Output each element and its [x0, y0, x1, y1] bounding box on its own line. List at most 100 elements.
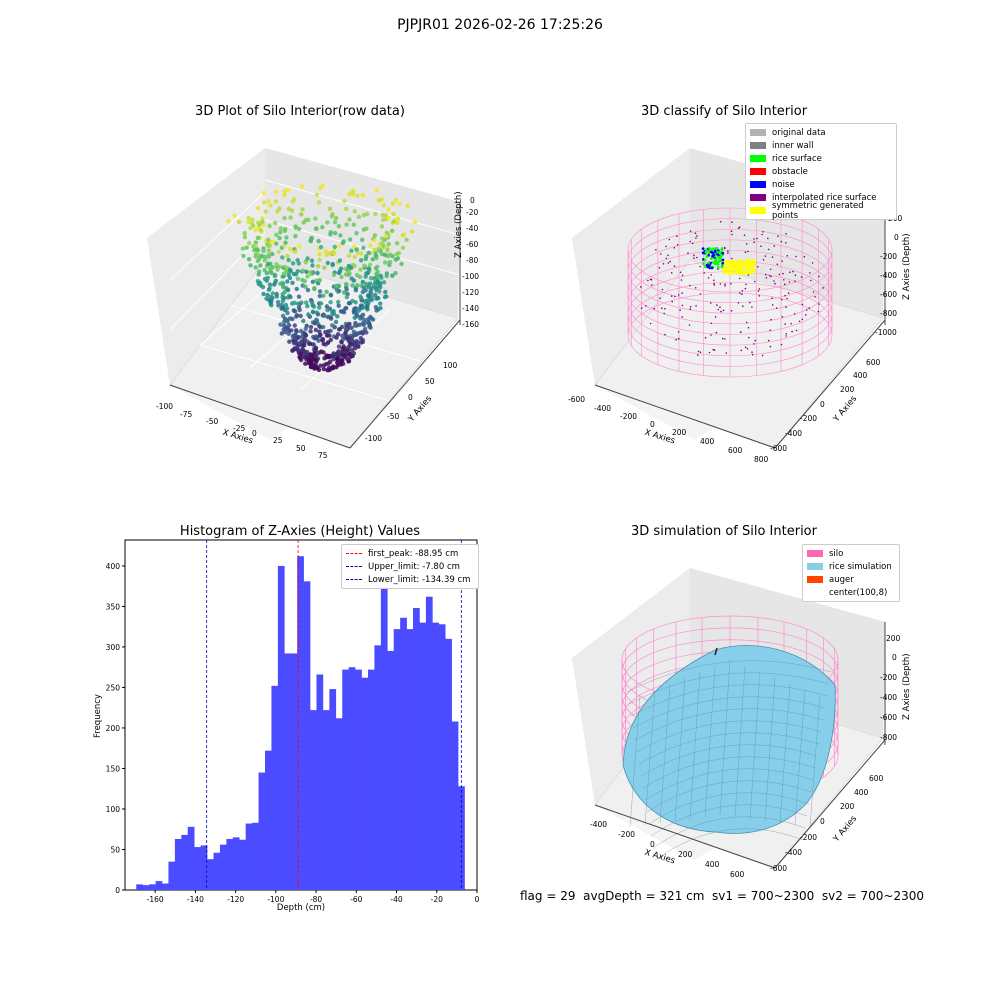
- raw-data-point: [310, 279, 316, 284]
- interpolated-point: [712, 348, 714, 351]
- raw-data-point: [372, 238, 377, 243]
- interpolated-point: [640, 286, 642, 288]
- y-tick-label: 200: [106, 724, 121, 733]
- raw-data-point: [353, 306, 359, 311]
- surface-point: [720, 248, 724, 251]
- raw-data-point: [287, 275, 293, 281]
- raw-data-point: [269, 265, 274, 271]
- raw-data-point: [302, 349, 307, 355]
- raw-data-point: [314, 317, 319, 322]
- raw-data-point: [266, 254, 272, 259]
- interpolated-point: [697, 350, 700, 353]
- raw-data-point: [370, 257, 375, 262]
- interpolated-point: [715, 331, 718, 334]
- raw-data-point: [288, 246, 293, 252]
- raw-data-point: [283, 240, 288, 245]
- interpolated-point: [786, 255, 789, 257]
- z-tick: -400: [880, 271, 898, 280]
- raw-data-point: [250, 217, 255, 223]
- interpolated-point: [679, 271, 682, 274]
- interpolated-point: [760, 245, 762, 247]
- interpolated-point: [800, 276, 803, 278]
- raw-data-point: [315, 270, 320, 276]
- y-tick: 50: [425, 377, 435, 386]
- y-tick: 0: [820, 817, 825, 826]
- interpolated-point: [673, 247, 676, 249]
- raw-data-point: [276, 249, 281, 254]
- histogram-bar: [316, 674, 324, 890]
- interpolated-point: [793, 313, 796, 315]
- interpolated-point: [814, 296, 816, 298]
- histogram-bar: [155, 881, 163, 890]
- rice-mesh-line: [719, 659, 731, 816]
- raw-data-point: [353, 288, 359, 293]
- z-tick: -100: [462, 272, 480, 281]
- raw-data-point: [296, 301, 301, 306]
- raw-data-point: [322, 313, 327, 319]
- raw-data-point: [332, 220, 338, 225]
- interpolated-point: [781, 298, 783, 301]
- raw-data-point: [276, 303, 281, 308]
- raw-data-point: [300, 343, 305, 349]
- raw-data-point: [242, 231, 247, 236]
- interpolated-point: [673, 265, 676, 267]
- raw-data-point: [368, 276, 374, 281]
- interpolated-point: [775, 307, 778, 309]
- raw-data-point: [317, 252, 322, 257]
- classify-plot-title: 3D classify of Silo Interior: [640, 104, 808, 119]
- raw-data-point: [380, 236, 385, 241]
- raw-data-point: [285, 287, 291, 293]
- surface-point: [702, 262, 705, 266]
- raw-data-point: [341, 336, 346, 342]
- histogram-x-label: Depth (cm): [276, 903, 326, 913]
- histogram-bar: [329, 689, 337, 890]
- interpolated-point: [681, 292, 683, 294]
- raw-data-point: [335, 314, 340, 319]
- interpolated-point: [757, 290, 760, 292]
- raw-data-point: [350, 283, 355, 288]
- interpolated-point: [783, 279, 785, 281]
- interpolated-point: [676, 244, 679, 246]
- interpolated-point: [747, 250, 749, 253]
- surface-point: [701, 247, 705, 250]
- y-tick-label: 400: [106, 562, 121, 571]
- interpolated-point: [787, 292, 790, 294]
- raw-data-point: [297, 244, 302, 249]
- interpolated-point: [798, 320, 801, 323]
- interpolated-point: [754, 339, 756, 342]
- interpolated-point: [713, 349, 716, 351]
- raw-data-point: [242, 235, 248, 240]
- raw-data-point: [355, 283, 360, 288]
- raw-data-point: [349, 337, 355, 343]
- interpolated-point: [745, 243, 748, 245]
- histogram-bar: [213, 852, 221, 890]
- raw-data-point: [369, 316, 374, 321]
- z-tick: -60: [466, 240, 479, 249]
- raw-data-point: [352, 315, 357, 320]
- symmetric-point: [738, 260, 742, 264]
- raw-data-point: [365, 270, 371, 276]
- interpolated-point: [741, 290, 744, 292]
- raw-data-point: [317, 324, 322, 329]
- symmetric-point: [749, 271, 753, 275]
- raw-data-point: [318, 186, 323, 191]
- y-tick: -400: [785, 848, 803, 857]
- surface-point: [716, 266, 720, 269]
- raw-data-point: [320, 224, 325, 230]
- interpolated-point: [747, 326, 750, 329]
- raw-data-point: [253, 240, 259, 245]
- symmetric-point: [731, 268, 735, 272]
- raw-data-point: [346, 253, 352, 258]
- x-tick-label: 0: [475, 895, 480, 904]
- interpolated-point: [771, 297, 773, 299]
- raw-data-point: [260, 284, 266, 290]
- interpolated-point: [781, 260, 783, 262]
- histogram-bar: [400, 617, 407, 890]
- y-tick: -100: [365, 434, 383, 443]
- interpolated-point: [767, 248, 770, 251]
- raw-data-point: [377, 289, 382, 294]
- interpolated-point: [784, 323, 786, 325]
- raw-data-point: [328, 300, 333, 305]
- raw-data-point: [354, 231, 359, 236]
- raw-data-point: [357, 322, 362, 327]
